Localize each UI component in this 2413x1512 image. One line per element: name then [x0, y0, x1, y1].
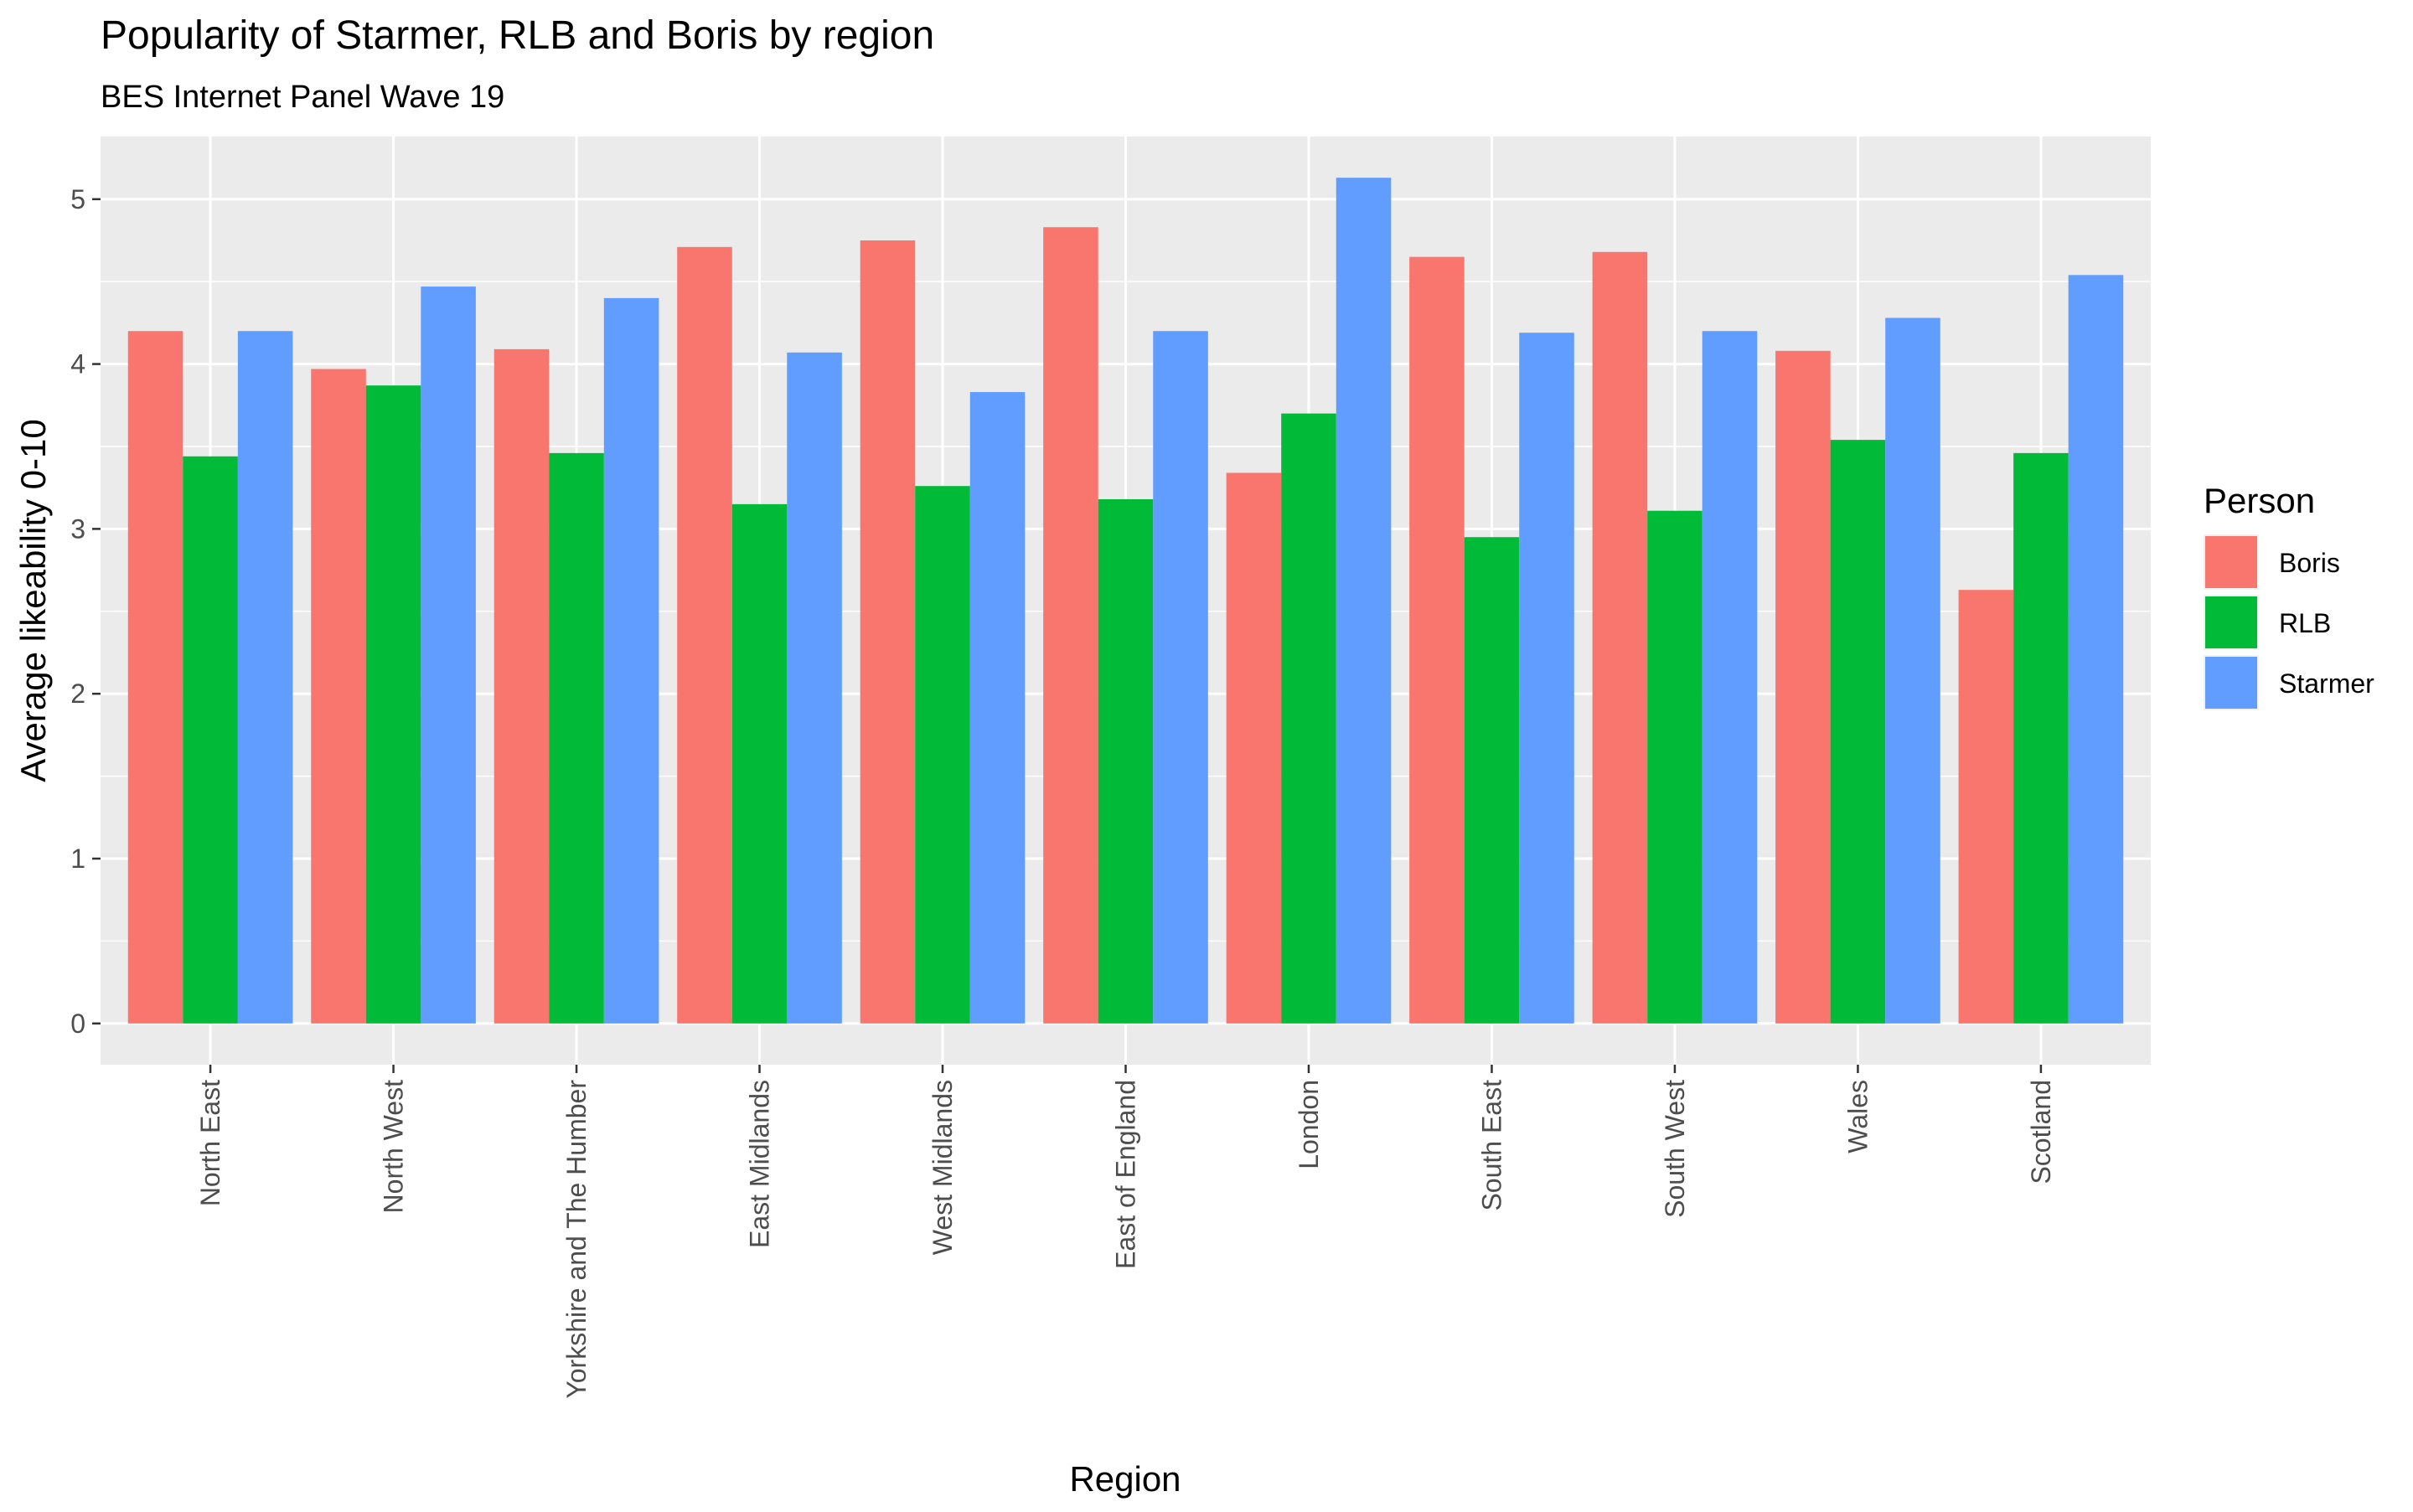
bar-rlb — [1647, 510, 1703, 1024]
x-tick-label: East of England — [1111, 1080, 1141, 1269]
legend-swatch-rlb — [2205, 596, 2257, 648]
bar-boris — [860, 240, 916, 1024]
bar-boris — [493, 348, 550, 1024]
legend: Person Boris RLB Starmer — [2204, 481, 2374, 710]
chart-subtitle: BES Internet Panel Wave 19 — [101, 80, 504, 115]
bar-series — [127, 178, 2124, 1024]
bar-starmer — [1336, 178, 1392, 1024]
y-tick-label: 3 — [70, 513, 85, 544]
legend-label: RLB — [2279, 608, 2331, 638]
x-tick-label: North East — [195, 1080, 225, 1206]
y-tick-label: 5 — [70, 184, 85, 214]
x-tick-label: South West — [1660, 1080, 1690, 1218]
x-tick-label: South East — [1476, 1080, 1506, 1211]
x-tick-label: North West — [379, 1080, 409, 1214]
x-axis: North East North West Yorkshire and The Hu… — [195, 1065, 2056, 1399]
y-tick-label: 0 — [70, 1009, 85, 1039]
bar-starmer — [1153, 331, 1208, 1024]
bar-boris — [1958, 590, 2014, 1024]
x-axis-title: Region — [1069, 1459, 1181, 1499]
bar-boris — [1226, 472, 1282, 1024]
bar-rlb — [1281, 413, 1336, 1024]
bar-boris — [1775, 350, 1831, 1024]
legend-label: Starmer — [2279, 668, 2374, 699]
bar-rlb — [365, 385, 421, 1024]
bar-starmer — [969, 392, 1026, 1024]
bar-starmer — [2068, 275, 2124, 1024]
bar-rlb — [549, 452, 604, 1024]
chart-title: Popularity of Starmer, RLB and Boris by … — [101, 13, 934, 58]
bar-rlb — [2013, 452, 2069, 1024]
bar-starmer — [1702, 331, 1758, 1024]
y-tick-label: 2 — [70, 679, 85, 709]
x-tick-label: West Midlands — [927, 1080, 958, 1255]
y-axis: 0 1 2 3 4 5 — [70, 184, 101, 1039]
x-tick-label: Yorkshire and The Humber — [561, 1080, 592, 1399]
legend-swatch-starmer — [2205, 657, 2257, 709]
bar-boris — [677, 246, 732, 1024]
bar-rlb — [1830, 440, 1886, 1024]
bar-starmer — [1519, 333, 1574, 1024]
legend-title: Person — [2204, 481, 2315, 520]
legend-swatch-boris — [2205, 536, 2257, 588]
bar-starmer — [787, 352, 842, 1024]
bar-rlb — [183, 456, 238, 1024]
y-tick-label: 4 — [70, 349, 85, 379]
bar-rlb — [1098, 498, 1154, 1024]
bar-starmer — [237, 331, 293, 1024]
bar-boris — [1409, 256, 1465, 1024]
bar-boris — [1043, 227, 1098, 1024]
y-axis-title: Average likeability 0-10 — [13, 419, 53, 782]
x-tick-label: Scotland — [2026, 1080, 2056, 1184]
bar-boris — [1592, 251, 1648, 1024]
bar-starmer — [603, 297, 659, 1024]
bar-rlb — [731, 503, 788, 1024]
bar-boris — [311, 369, 366, 1024]
bar-rlb — [1464, 537, 1520, 1024]
bar-starmer — [1885, 317, 1940, 1024]
legend-label: Boris — [2279, 548, 2340, 578]
x-tick-label: Wales — [1842, 1080, 1873, 1153]
x-tick-label: East Midlands — [745, 1080, 775, 1248]
bar-rlb — [915, 486, 970, 1024]
y-tick-label: 1 — [70, 844, 85, 874]
bar-boris — [127, 331, 183, 1024]
x-tick-label: London — [1294, 1080, 1324, 1169]
bar-starmer — [421, 286, 476, 1024]
